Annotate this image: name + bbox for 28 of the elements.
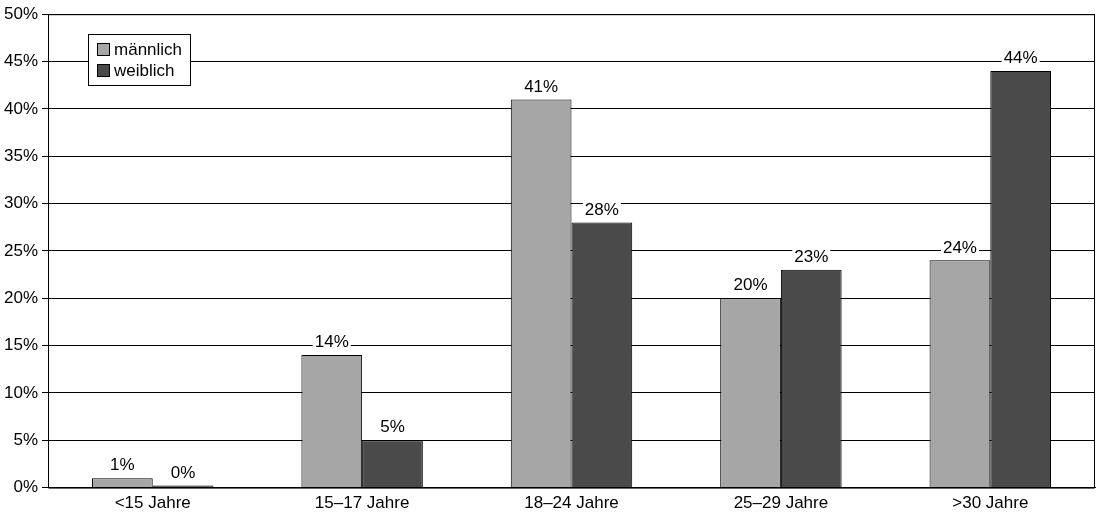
y-tick-label: 10%: [3, 382, 39, 402]
legend-label: weiblich: [113, 60, 176, 82]
data-label: 24%: [942, 237, 977, 257]
data-label: 28%: [584, 199, 619, 219]
y-tick-label: 20%: [3, 287, 39, 307]
data-label: 20%: [733, 275, 768, 295]
data-label: 44%: [1003, 48, 1038, 68]
y-tick-label: 30%: [3, 193, 39, 213]
data-label: 41%: [524, 76, 559, 96]
y-tick-label: 40%: [3, 98, 39, 118]
x-tick-label: >30 Jahre: [952, 493, 1029, 513]
y-tick-label: 15%: [3, 335, 39, 355]
x-tick-label: 15–17 Jahre: [314, 493, 410, 513]
y-tick-label: 25%: [3, 240, 39, 260]
y-tick-label: 50%: [3, 3, 39, 23]
y-tick-label: 0%: [13, 477, 39, 497]
y-tick-label: 5%: [13, 429, 39, 449]
x-tick-label: 25–29 Jahre: [733, 493, 829, 513]
data-label: 23%: [794, 247, 829, 267]
data-label: 1%: [110, 455, 135, 475]
x-tick-label: <15 Jahre: [114, 493, 191, 513]
data-label: 5%: [380, 417, 405, 437]
x-tick-label: 18–24 Jahre: [524, 493, 619, 513]
legend-label: männlich: [113, 39, 183, 61]
y-tick-label: 35%: [3, 145, 39, 165]
y-tick-label: 45%: [3, 51, 39, 71]
data-label: 0%: [170, 462, 196, 482]
data-label: 14%: [314, 332, 349, 352]
